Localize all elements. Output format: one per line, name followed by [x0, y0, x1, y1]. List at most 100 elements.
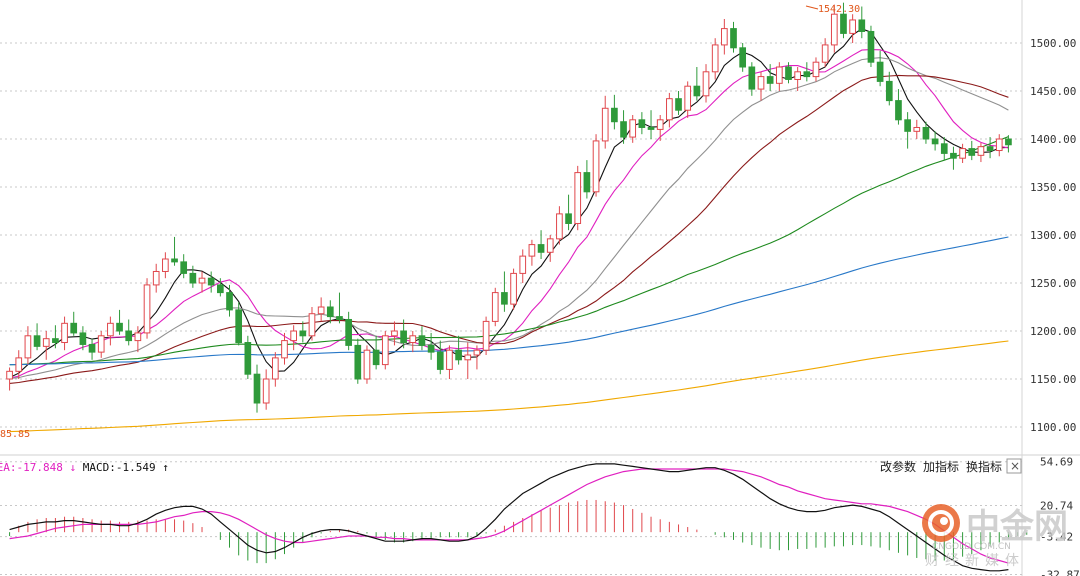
candle — [482, 316, 490, 355]
candle-body — [739, 47, 747, 68]
change-params-button[interactable]: 改参数 — [880, 459, 916, 474]
dea-label: DEA — [0, 461, 10, 474]
candle-body — [666, 98, 673, 121]
candle — [88, 338, 96, 360]
candle — [409, 331, 417, 353]
ma120-line — [9, 236, 1009, 366]
candle-body — [638, 119, 646, 128]
add-indicator-button[interactable]: 加指标 — [923, 459, 959, 474]
candle — [592, 134, 600, 197]
candle-body — [6, 370, 13, 380]
close-icon: × — [1010, 459, 1020, 473]
candle-body — [427, 344, 435, 353]
candle — [986, 137, 994, 159]
candle — [565, 194, 572, 231]
candle-body — [97, 335, 105, 353]
candle-body — [271, 357, 279, 380]
candle-body — [556, 213, 563, 240]
candle — [52, 325, 59, 349]
candle-body — [88, 343, 96, 353]
ma30-line — [9, 74, 1009, 384]
candle — [226, 284, 233, 317]
candle-body — [189, 272, 197, 284]
candle — [730, 21, 737, 53]
candle-body — [326, 306, 334, 318]
candle-body — [711, 44, 719, 73]
candle — [61, 316, 68, 351]
candle — [675, 91, 682, 115]
candle-body — [977, 146, 985, 156]
candle — [693, 67, 701, 101]
macd-tick-label: -3.42 — [1040, 531, 1073, 544]
candle — [244, 335, 252, 379]
candle — [271, 352, 279, 387]
candle — [739, 43, 747, 72]
candle — [125, 319, 133, 346]
candle-body — [519, 255, 527, 274]
candle-body — [812, 61, 820, 78]
candle — [812, 57, 820, 82]
candle-body — [299, 330, 307, 337]
candle-body — [950, 152, 957, 159]
candle — [290, 325, 297, 351]
macd-value: -1.549 — [116, 461, 156, 474]
candle — [995, 134, 1003, 157]
candle — [180, 254, 188, 279]
candle — [913, 119, 921, 139]
candle — [207, 271, 215, 293]
candle-body — [391, 330, 398, 337]
macd-histogram — [9, 499, 1028, 564]
candle-body — [913, 126, 921, 132]
candle — [363, 345, 371, 384]
candle — [895, 89, 902, 125]
candle-body — [217, 284, 224, 294]
candle-body — [849, 19, 856, 34]
candle — [42, 331, 50, 360]
candle-body — [528, 244, 536, 257]
candle — [491, 287, 499, 327]
candle — [537, 230, 545, 259]
ma60-line — [9, 136, 1009, 366]
candle — [464, 342, 472, 379]
candle — [775, 62, 783, 91]
macd-label: MACD — [83, 461, 110, 474]
candle — [162, 252, 169, 279]
candle-body — [675, 98, 682, 111]
candle — [638, 112, 646, 135]
candle — [308, 307, 316, 341]
candle — [620, 110, 627, 144]
candle-body — [290, 330, 297, 342]
moving-average-lines — [9, 28, 1009, 433]
candle-body — [986, 146, 994, 152]
candle-body — [656, 119, 664, 130]
candle — [702, 64, 710, 103]
candle — [1005, 135, 1012, 153]
candle-body — [876, 61, 884, 82]
price-tick-label: 1400.00 — [1030, 133, 1076, 146]
dea-value: -17.848 — [17, 461, 63, 474]
candle — [849, 14, 856, 43]
candle — [510, 268, 517, 310]
candle — [33, 323, 41, 351]
candle-body — [134, 332, 142, 342]
close-button[interactable] — [1006, 458, 1022, 474]
price-tick-label: 1100.00 — [1030, 421, 1076, 434]
candle — [721, 19, 728, 55]
candle-body — [381, 335, 389, 366]
watermark-url: CNGOLD.COM.CN — [932, 542, 1011, 552]
candle-body — [207, 277, 215, 286]
candle — [885, 71, 893, 106]
candle-body — [721, 28, 728, 46]
candle — [354, 338, 362, 384]
candle-body — [803, 71, 811, 78]
candle-body — [885, 80, 893, 102]
candle-body — [281, 340, 288, 359]
switch-indicator-button[interactable]: 换指标 — [966, 459, 1002, 474]
candle-body — [152, 270, 160, 286]
candle-body — [79, 332, 87, 345]
candle — [876, 50, 884, 87]
candle-body — [565, 213, 572, 224]
candle-body — [345, 318, 352, 346]
candle-body — [372, 349, 380, 366]
candle-body — [482, 320, 490, 351]
